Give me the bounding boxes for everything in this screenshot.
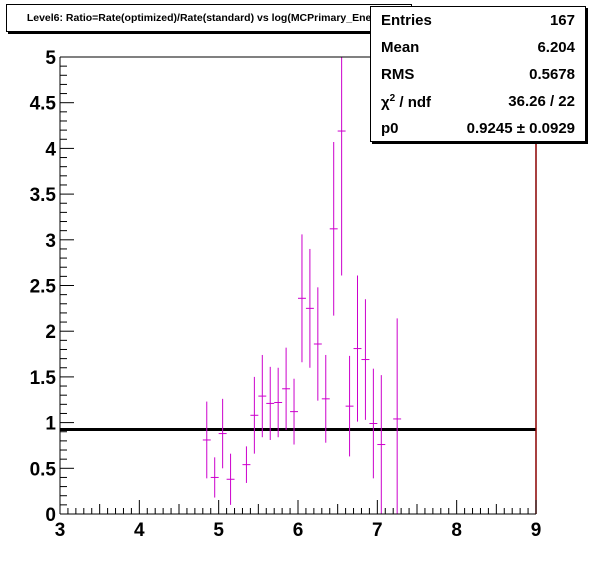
y-tick-label-9: 4.5 xyxy=(30,94,57,115)
y-tick-label-8: 4 xyxy=(45,139,56,160)
data-point-5 xyxy=(250,376,259,454)
data-point-3 xyxy=(226,453,235,505)
data-point-20 xyxy=(369,368,378,479)
stats-box: Entries 167 Mean 6.204 RMS 0.5678 χ2 / n… xyxy=(370,6,586,142)
chart-title: Level6: Ratio=Rate(optimized)/Rate(stand… xyxy=(6,4,412,32)
x-tick-label-1: 4 xyxy=(134,520,145,541)
y-tick-label-7: 3.5 xyxy=(30,185,57,206)
data-point-10 xyxy=(290,378,298,445)
data-point-22 xyxy=(393,318,402,514)
points-layer xyxy=(202,57,402,514)
data-point-6 xyxy=(258,354,267,438)
stats-row-entries: Entries 167 xyxy=(371,7,585,34)
y-tick-label-1: 0.5 xyxy=(30,459,57,480)
data-point-17 xyxy=(345,355,354,457)
y-tick-label-2: 1 xyxy=(45,414,56,435)
y-tick-label-6: 3 xyxy=(45,231,56,252)
x-tick-label-5: 8 xyxy=(451,520,462,541)
stats-entries-value: 167 xyxy=(549,12,575,29)
data-point-9 xyxy=(282,347,291,430)
y-tick-label-10: 5 xyxy=(45,48,56,69)
x-tick-label-0: 3 xyxy=(55,520,66,541)
stats-row-chi2: χ2 / ndf 36.26 / 22 xyxy=(371,88,585,115)
y-tick-label-5: 2.5 xyxy=(30,277,57,298)
data-point-4 xyxy=(242,446,251,483)
stats-p0-value: 0.9245 ± 0.0929 xyxy=(466,120,575,137)
stats-rms-label: RMS xyxy=(381,66,415,83)
data-point-12 xyxy=(305,248,314,368)
data-point-19 xyxy=(361,299,370,420)
x-tick-label-4: 7 xyxy=(372,520,383,541)
data-point-7 xyxy=(266,366,275,440)
chi2-exponent: 2 xyxy=(389,92,396,104)
data-point-13 xyxy=(313,287,322,401)
chi2-ndf-label: / ndf xyxy=(395,93,432,111)
stats-rms-value: 0.5678 xyxy=(529,66,575,83)
stats-row-p0: p0 0.9245 ± 0.0929 xyxy=(371,115,585,142)
chi2-symbol: χ xyxy=(381,93,390,111)
data-point-11 xyxy=(298,234,306,363)
stats-p0-label: p0 xyxy=(381,120,399,137)
stats-entries-label: Entries xyxy=(381,12,432,29)
y-tick-label-3: 1.5 xyxy=(30,368,57,389)
stats-row-rms: RMS 0.5678 xyxy=(371,61,585,88)
x-tick-label-2: 5 xyxy=(213,520,224,541)
stats-chi2-label: χ2 / ndf xyxy=(381,93,431,111)
x-tick-label-6: 9 xyxy=(531,520,542,541)
x-tick-label-3: 6 xyxy=(293,520,304,541)
data-point-0 xyxy=(202,401,211,479)
data-point-15 xyxy=(329,142,338,316)
y-tick-label-0: 0 xyxy=(45,505,56,526)
y-tick-label-4: 2 xyxy=(45,322,56,343)
data-point-21 xyxy=(377,375,386,514)
data-point-18 xyxy=(353,275,362,422)
data-point-16 xyxy=(337,57,346,276)
stats-row-mean: Mean 6.204 xyxy=(371,34,585,61)
stats-chi2-value: 36.26 / 22 xyxy=(508,93,575,110)
labels-layer: 3 4 5 6 7 8 9 0 0.5 1 1.5 2 2.5 3 3.5 4 4.5 5 xyxy=(30,48,542,541)
data-point-2 xyxy=(218,398,227,469)
stats-mean-label: Mean xyxy=(381,39,420,56)
data-point-8 xyxy=(274,367,283,438)
data-point-1 xyxy=(210,457,219,498)
data-point-14 xyxy=(321,354,330,443)
chart-title-text: Level6: Ratio=Rate(optimized)/Rate(stand… xyxy=(26,12,392,24)
stats-mean-value: 6.204 xyxy=(537,39,575,56)
ticks-layer xyxy=(59,56,537,515)
